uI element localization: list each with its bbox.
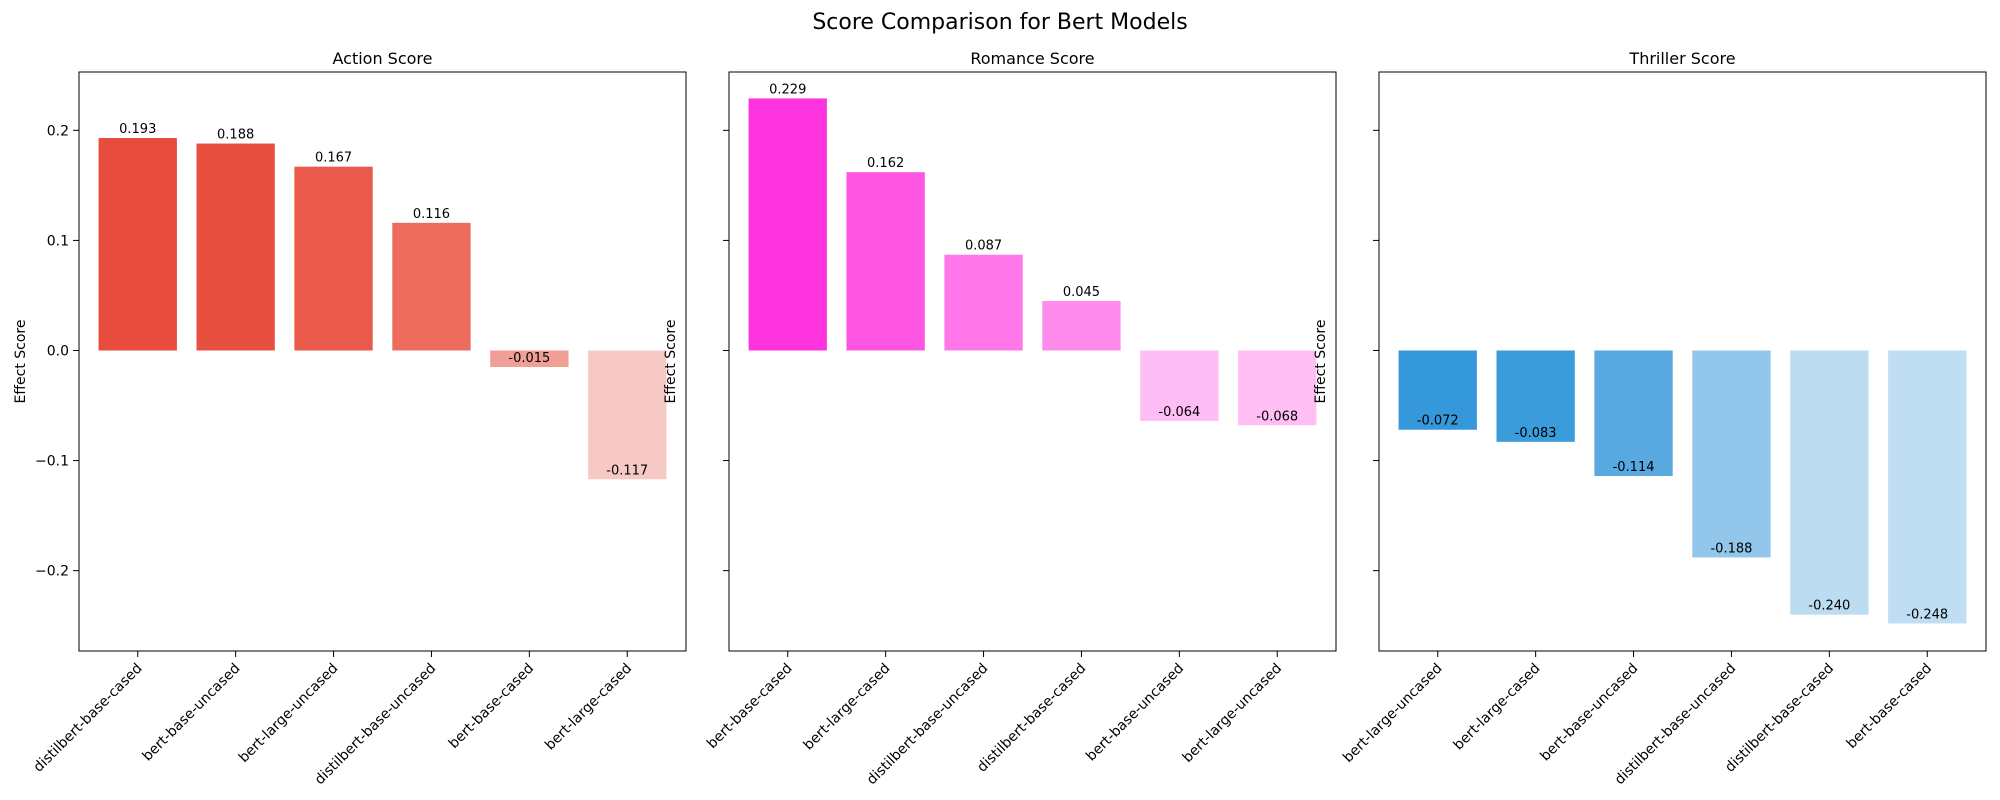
bar — [392, 222, 471, 351]
axes-frame — [1378, 71, 1987, 652]
bar — [748, 98, 827, 351]
y-tick-label: −0.1 — [35, 454, 69, 470]
bar — [1140, 350, 1219, 421]
data-label: 0.162 — [867, 156, 904, 171]
bar — [1888, 350, 1967, 624]
panel-title: Action Score — [332, 49, 432, 68]
x-tick-label: bert-base-cased — [704, 661, 795, 752]
data-label: -0.240 — [1808, 599, 1850, 614]
data-label: -0.114 — [1613, 460, 1655, 475]
bar — [490, 350, 569, 368]
data-label: 0.167 — [315, 151, 352, 166]
data-label: -0.068 — [1256, 409, 1298, 424]
x-tick-label: bert-large-uncased — [236, 661, 341, 766]
x-tick-label: bert-large-cased — [801, 661, 894, 754]
y-axis-label: Effect Score — [13, 320, 29, 404]
bar — [294, 166, 373, 351]
y-axis-label: Effect Score — [663, 320, 679, 404]
x-tick-label: bert-base-uncased — [139, 661, 243, 765]
data-label: 0.116 — [413, 207, 450, 222]
y-axis-label: Effect Score — [1313, 320, 1329, 404]
bar — [1692, 350, 1771, 558]
panel-title: Romance Score — [970, 49, 1094, 68]
bar — [1398, 350, 1477, 430]
data-label: 0.188 — [217, 128, 254, 143]
data-label: -0.064 — [1158, 405, 1200, 420]
data-label: -0.015 — [508, 351, 550, 366]
y-tick-label: 0.1 — [47, 233, 69, 249]
x-tick-label: bert-large-cased — [542, 661, 635, 754]
y-tick-label: 0.0 — [47, 343, 69, 359]
data-label: -0.188 — [1710, 541, 1752, 556]
x-tick-label: bert-large-uncased — [1180, 661, 1285, 766]
x-tick-label: distilbert-base-cased — [974, 661, 1089, 776]
data-label: 0.229 — [769, 82, 806, 97]
bar — [1790, 350, 1869, 615]
data-label: -0.117 — [606, 463, 648, 478]
x-tick-label: bert-base-cased — [446, 661, 537, 752]
bar — [1238, 350, 1317, 426]
x-tick-label: distilbert-base-cased — [1722, 661, 1837, 776]
data-label: -0.083 — [1515, 426, 1557, 441]
data-label: 0.045 — [1063, 285, 1100, 300]
bar — [1594, 350, 1673, 476]
bar — [1042, 300, 1121, 351]
data-label: 0.087 — [965, 239, 1002, 254]
x-tick-label: bert-large-cased — [1451, 661, 1544, 754]
data-label: 0.193 — [119, 122, 156, 137]
y-tick-label: 0.2 — [47, 123, 69, 139]
x-tick-label: bert-base-uncased — [1083, 661, 1187, 765]
bar — [98, 138, 177, 351]
x-tick-label: distilbert-base-cased — [31, 661, 146, 776]
axes-frame — [78, 71, 687, 652]
bar — [1496, 350, 1575, 442]
x-tick-label: bert-base-uncased — [1537, 661, 1641, 765]
panel-title: Thriller Score — [1628, 49, 1735, 68]
data-label: -0.072 — [1417, 414, 1459, 429]
bar — [846, 172, 925, 351]
x-tick-label: bert-large-uncased — [1340, 661, 1445, 766]
figure-title: Score Comparison for Bert Models — [812, 10, 1188, 35]
bar — [588, 350, 667, 480]
axes-frame — [728, 71, 1337, 652]
data-label: -0.248 — [1906, 607, 1948, 622]
bar — [196, 143, 275, 351]
x-tick-label: bert-base-cased — [1844, 661, 1935, 752]
bar — [944, 254, 1023, 351]
y-tick-label: −0.2 — [35, 564, 69, 580]
